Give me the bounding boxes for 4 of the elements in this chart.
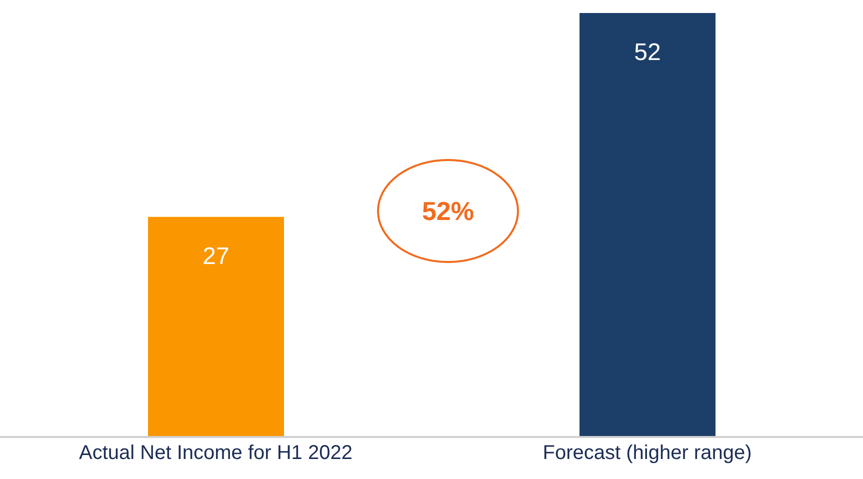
data-label: 27 — [202, 242, 230, 270]
x-tick-label: Actual Net Income for H1 2022 — [79, 442, 352, 464]
x-tick-label: Forecast (higher range) — [542, 442, 752, 464]
data-label: 52 — [634, 39, 661, 66]
